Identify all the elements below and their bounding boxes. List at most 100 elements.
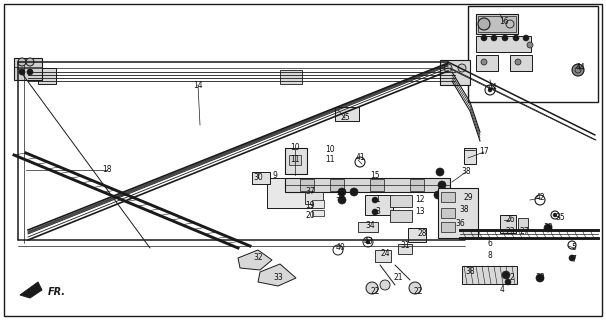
Circle shape	[372, 197, 378, 203]
Text: 34: 34	[365, 220, 375, 229]
Text: 31: 31	[400, 241, 410, 250]
Circle shape	[481, 59, 487, 65]
Bar	[510, 55, 532, 71]
Bar	[285, 178, 450, 192]
Bar	[358, 222, 378, 232]
Text: 19: 19	[305, 201, 315, 210]
Circle shape	[438, 181, 446, 189]
Circle shape	[338, 188, 346, 196]
Bar	[441, 208, 455, 218]
Circle shape	[478, 18, 490, 30]
Bar	[267, 178, 322, 208]
Bar	[289, 155, 301, 165]
Bar	[312, 210, 324, 216]
Text: 36: 36	[455, 219, 465, 228]
Text: 10: 10	[325, 146, 335, 155]
Bar	[252, 172, 270, 184]
Text: 38: 38	[335, 190, 345, 199]
Bar	[285, 148, 307, 174]
Bar	[441, 192, 455, 202]
Text: 39: 39	[543, 223, 553, 233]
Bar	[335, 107, 359, 121]
Polygon shape	[20, 282, 42, 298]
Circle shape	[409, 282, 421, 294]
Text: 18: 18	[102, 165, 112, 174]
Polygon shape	[238, 250, 272, 270]
Circle shape	[513, 35, 519, 41]
Text: 35: 35	[555, 213, 565, 222]
Circle shape	[488, 88, 492, 92]
Text: 37: 37	[305, 188, 315, 196]
Circle shape	[18, 58, 26, 66]
Circle shape	[338, 196, 346, 204]
Bar	[38, 68, 56, 84]
Text: 20: 20	[305, 211, 315, 220]
Bar	[476, 55, 498, 71]
Circle shape	[481, 35, 487, 41]
Circle shape	[536, 274, 544, 282]
Text: 6: 6	[488, 238, 493, 247]
Circle shape	[572, 64, 584, 76]
Text: 16: 16	[499, 18, 509, 27]
Circle shape	[366, 282, 378, 294]
Circle shape	[464, 271, 472, 279]
Text: 7: 7	[571, 255, 576, 265]
Bar	[518, 218, 528, 230]
Text: 33: 33	[273, 274, 283, 283]
Bar	[408, 228, 426, 242]
Text: 15: 15	[370, 171, 380, 180]
Text: 43: 43	[363, 237, 373, 246]
Bar	[438, 188, 478, 238]
Text: 38: 38	[535, 274, 545, 283]
Bar	[14, 58, 42, 80]
Bar	[468, 6, 598, 102]
Circle shape	[372, 209, 378, 215]
Circle shape	[434, 191, 442, 199]
Text: 12: 12	[415, 196, 425, 204]
Text: 28: 28	[418, 228, 427, 237]
Text: 2: 2	[510, 274, 514, 283]
Circle shape	[458, 64, 466, 72]
Bar	[462, 266, 517, 284]
Text: 22: 22	[413, 287, 423, 297]
Bar	[478, 16, 516, 32]
Circle shape	[27, 69, 33, 75]
Circle shape	[544, 224, 552, 232]
Bar	[305, 192, 323, 204]
Circle shape	[505, 279, 511, 285]
Circle shape	[502, 271, 510, 279]
Bar	[390, 210, 412, 222]
Text: 38: 38	[459, 205, 469, 214]
Bar	[312, 200, 324, 208]
Text: 44: 44	[575, 63, 585, 73]
Bar	[476, 14, 518, 34]
Circle shape	[380, 280, 390, 290]
Circle shape	[452, 203, 460, 211]
Circle shape	[26, 58, 34, 66]
Bar	[464, 148, 476, 164]
Circle shape	[515, 59, 521, 65]
Circle shape	[569, 255, 575, 261]
Text: FR.: FR.	[48, 287, 66, 297]
Text: 3: 3	[376, 207, 381, 217]
Text: 38: 38	[465, 268, 475, 276]
Text: 30: 30	[253, 173, 263, 182]
Text: 4: 4	[499, 285, 504, 294]
Text: 32: 32	[253, 253, 263, 262]
Text: 11: 11	[290, 156, 300, 164]
Circle shape	[502, 35, 508, 41]
Text: 38: 38	[461, 167, 471, 177]
Bar	[440, 60, 470, 85]
Text: 21: 21	[393, 274, 403, 283]
Bar	[441, 222, 455, 232]
Bar	[410, 179, 424, 191]
Text: 5: 5	[571, 244, 576, 252]
Text: 44: 44	[487, 84, 497, 92]
Bar	[500, 215, 516, 233]
Circle shape	[436, 168, 444, 176]
Text: 22: 22	[370, 287, 380, 297]
Text: 14: 14	[193, 81, 203, 90]
Bar	[476, 36, 531, 52]
Text: 10: 10	[290, 143, 300, 153]
Text: 27: 27	[519, 228, 529, 236]
